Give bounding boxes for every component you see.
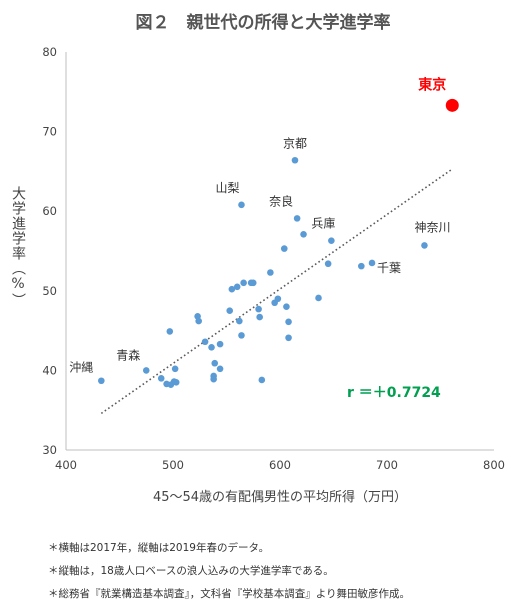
y-tick-label: 30 xyxy=(42,443,57,457)
point-label: 東京 xyxy=(418,76,446,93)
data-point xyxy=(228,285,236,293)
y-tick-label: 40 xyxy=(42,363,57,377)
y-tick-label: 50 xyxy=(42,284,57,298)
point-label: 青森 xyxy=(116,347,140,362)
data-point xyxy=(358,262,365,270)
note-1: ＊横軸は2017年，縦軸は2019年春のデータ。 xyxy=(48,542,270,554)
data-point xyxy=(236,317,243,325)
data-point xyxy=(195,317,202,325)
x-tick-label: 700 xyxy=(376,458,398,472)
tick-labels: 30 40 50 60 70 80 400 500 600 700 800 xyxy=(42,45,505,472)
data-point xyxy=(258,376,266,384)
y-tick-label: 60 xyxy=(42,204,57,218)
data-point xyxy=(233,283,241,291)
data-point xyxy=(216,365,224,373)
data-point xyxy=(249,279,257,287)
data-point xyxy=(255,305,262,313)
data-point xyxy=(208,344,215,351)
point-label: 沖縄 xyxy=(69,360,93,375)
note-2: ＊縦軸は，18歳人口ベースの浪人込みの大学進学率である。 xyxy=(48,565,334,577)
data-point xyxy=(201,338,209,346)
data-point xyxy=(421,242,428,249)
data-point xyxy=(328,237,335,244)
data-point xyxy=(226,307,234,315)
data-point xyxy=(157,375,165,382)
data-point xyxy=(98,377,105,385)
data-point xyxy=(238,201,245,209)
point-label: 千葉 xyxy=(377,261,401,275)
data-point xyxy=(256,313,263,321)
data-point xyxy=(293,215,301,222)
x-tick-label: 800 xyxy=(483,458,505,472)
point-label: 奈良 xyxy=(269,193,293,208)
data-point-highlight xyxy=(445,98,459,112)
x-tick-label: 600 xyxy=(269,458,291,472)
data-point xyxy=(271,299,278,307)
data-point xyxy=(315,294,322,302)
data-point xyxy=(285,334,292,342)
x-tick-label: 500 xyxy=(162,458,184,472)
x-tick-label: 400 xyxy=(55,458,77,472)
data-point xyxy=(280,245,288,252)
data-point xyxy=(167,381,175,389)
axes xyxy=(65,52,494,451)
correlation-label: r ＝＋0.7724 xyxy=(347,385,441,401)
x-axis-label: 45～54歳の有配偶男性の平均所得（万円） xyxy=(152,490,408,505)
data-point xyxy=(166,328,174,335)
point-label: 兵庫 xyxy=(311,217,335,231)
y-axis-label: 大学進学率（%） xyxy=(10,186,26,308)
data-point xyxy=(216,340,224,348)
data-point xyxy=(211,359,219,367)
data-points xyxy=(98,98,459,389)
point-label: 山梨 xyxy=(215,181,239,195)
y-tick-label: 80 xyxy=(42,45,57,59)
data-point xyxy=(324,260,332,268)
data-point xyxy=(238,332,245,339)
point-label: 神奈川 xyxy=(414,220,450,234)
data-point xyxy=(171,365,179,373)
data-point xyxy=(283,303,290,311)
y-tick-label: 70 xyxy=(42,125,57,139)
data-point xyxy=(285,318,292,326)
data-point xyxy=(172,379,180,386)
data-point xyxy=(142,367,150,374)
data-point xyxy=(267,269,274,276)
data-point xyxy=(300,230,307,238)
data-point xyxy=(368,259,376,267)
data-point xyxy=(240,279,247,287)
point-label: 京都 xyxy=(283,136,307,150)
note-3: ＊総務省『就業構造基本調査』，文科省『学校基本調査』より舞田敏彦作成。 xyxy=(48,588,411,600)
chart-title: 図２ 親世代の所得と大学進学率 xyxy=(135,13,391,33)
data-point xyxy=(210,375,217,383)
data-point xyxy=(291,156,299,164)
